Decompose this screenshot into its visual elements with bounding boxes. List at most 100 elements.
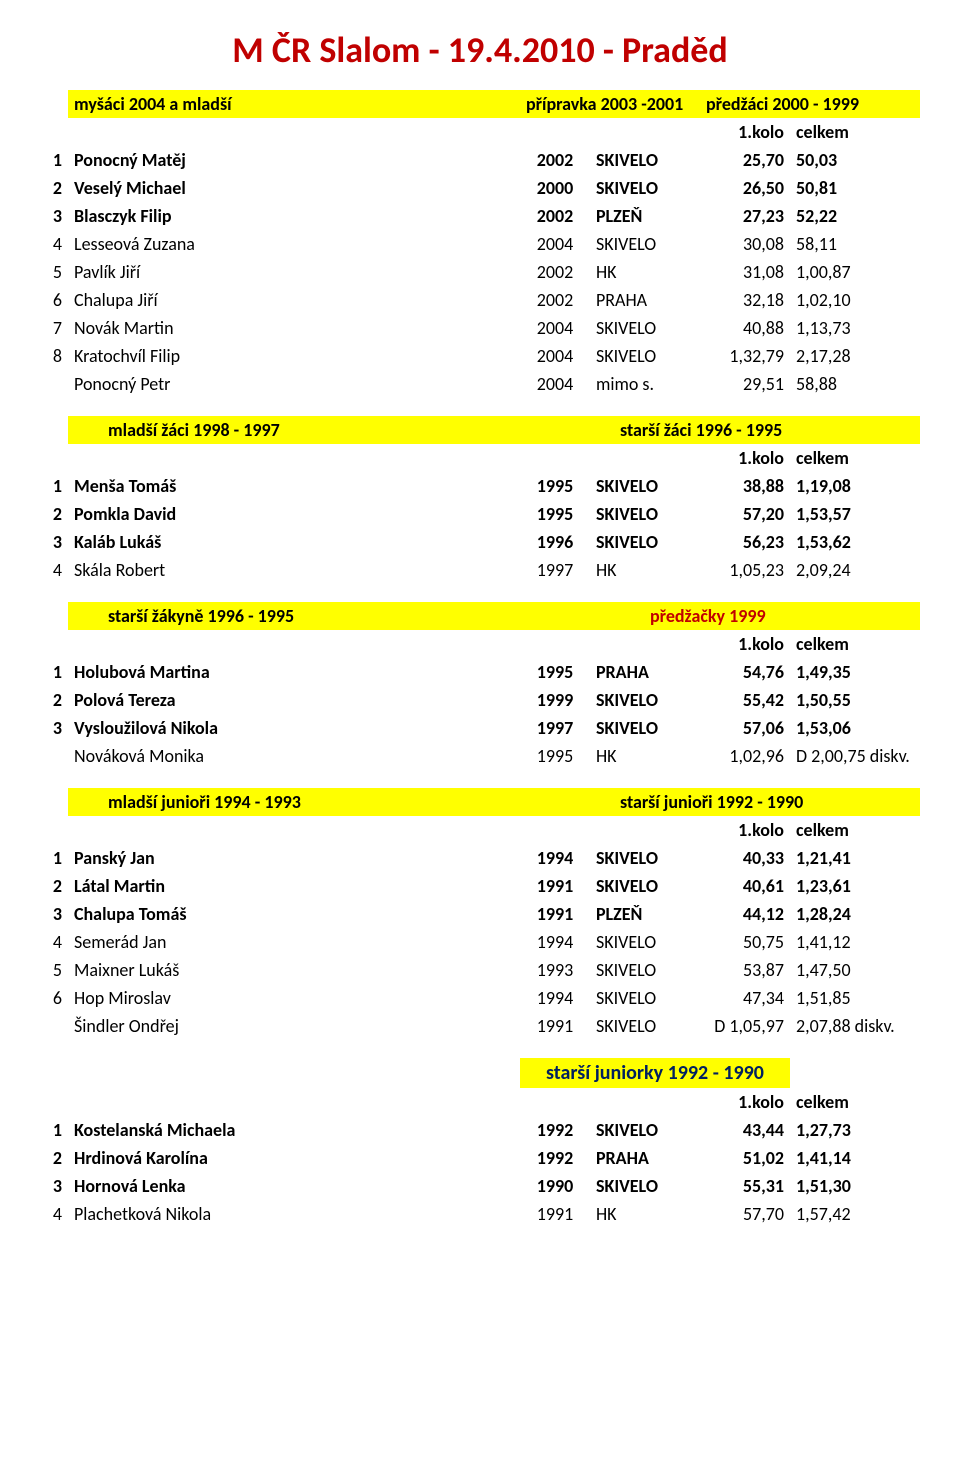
time1-cell: 38,88 [700, 472, 790, 500]
year-cell: 1995 [520, 500, 590, 528]
year-cell: 1992 [520, 1144, 590, 1172]
rank-cell: 7 [40, 314, 68, 342]
club-cell: SKIVELO [590, 1012, 700, 1040]
club-cell: PRAHA [590, 658, 700, 686]
table-row: 6Chalupa Jiří2002PRAHA32,181,02,10 [40, 286, 920, 314]
time1-cell: 30,08 [700, 230, 790, 258]
year-cell: 2002 [520, 146, 590, 174]
time1-cell: 44,12 [700, 900, 790, 928]
table-row: 4Lesseová Zuzana2004SKIVELO30,0858,11 [40, 230, 920, 258]
section-e-rows: 1Kostelanská Michaela1992SKIVELO43,441,2… [40, 1116, 920, 1228]
band-d-left: mladší junioři 1994 - 1993 [68, 788, 590, 816]
year-cell: 1995 [520, 742, 590, 770]
time1-cell: 54,76 [700, 658, 790, 686]
rank-cell: 4 [40, 1200, 68, 1228]
table-row: 1Kostelanská Michaela1992SKIVELO43,441,2… [40, 1116, 920, 1144]
time2-cell: 1,49,35 [790, 658, 920, 686]
name-cell: Blasczyk Filip [68, 202, 520, 230]
time2-cell: 1,28,24 [790, 900, 920, 928]
club-cell: SKIVELO [590, 230, 700, 258]
table-row: 5Maixner Lukáš1993SKIVELO53,871,47,50 [40, 956, 920, 984]
year-cell: 1994 [520, 844, 590, 872]
year-cell: 1991 [520, 900, 590, 928]
col-celkem: celkem [790, 118, 920, 146]
time2-cell: 2,09,24 [790, 556, 920, 584]
year-cell: 1991 [520, 1012, 590, 1040]
time1-cell: 1,05,23 [700, 556, 790, 584]
table-row: Nováková Monika1995HK1,02,96D 2,00,75 di… [40, 742, 920, 770]
rank-cell: 4 [40, 928, 68, 956]
year-cell: 2004 [520, 230, 590, 258]
rank-cell: 8 [40, 342, 68, 370]
rank-cell: 5 [40, 258, 68, 286]
band-a-left: myšáci 2004 a mladší [68, 90, 520, 118]
time1-cell: 50,75 [700, 928, 790, 956]
time1-cell: 56,23 [700, 528, 790, 556]
table-row: 6Hop Miroslav1994SKIVELO47,341,51,85 [40, 984, 920, 1012]
table-row: Ponocný Petr2004mimo s.29,5158,88 [40, 370, 920, 398]
rank-cell: 6 [40, 984, 68, 1012]
time1-cell: 40,61 [700, 872, 790, 900]
band-b-left: mladší žáci 1998 - 1997 [68, 416, 590, 444]
time1-cell: 27,23 [700, 202, 790, 230]
name-cell: Panský Jan [68, 844, 520, 872]
time1-cell: 43,44 [700, 1116, 790, 1144]
time2-cell: 1,51,85 [790, 984, 920, 1012]
name-cell: Kratochvíl Filip [68, 342, 520, 370]
name-cell: Kostelanská Michaela [68, 1116, 520, 1144]
time1-cell: 25,70 [700, 146, 790, 174]
band-c-left: starší žákyně 1996 - 1995 [68, 602, 590, 630]
table-row: 3Chalupa Tomáš1991PLZEŇ44,121,28,24 [40, 900, 920, 928]
time2-cell: 1,47,50 [790, 956, 920, 984]
club-cell: SKIVELO [590, 500, 700, 528]
club-cell: PLZEŇ [590, 900, 700, 928]
time1-cell: 51,02 [700, 1144, 790, 1172]
club-cell: SKIVELO [590, 1116, 700, 1144]
time2-cell: 1,23,61 [790, 872, 920, 900]
time1-cell: 55,42 [700, 686, 790, 714]
name-cell: Menša Tomáš [68, 472, 520, 500]
club-cell: SKIVELO [590, 844, 700, 872]
time2-cell: 1,50,55 [790, 686, 920, 714]
name-cell: Pomkla David [68, 500, 520, 528]
name-cell: Chalupa Jiří [68, 286, 520, 314]
time2-cell: 50,03 [790, 146, 920, 174]
band-c-right: předžačky 1999 [590, 602, 920, 630]
year-cell: 2004 [520, 314, 590, 342]
club-cell: mimo s. [590, 370, 700, 398]
name-cell: Chalupa Tomáš [68, 900, 520, 928]
table-row: 3Kaláb Lukáš1996SKIVELO56,231,53,62 [40, 528, 920, 556]
col-celkem: celkem [790, 444, 920, 472]
table-row: 2Pomkla David1995SKIVELO57,201,53,57 [40, 500, 920, 528]
time1-cell: 57,06 [700, 714, 790, 742]
name-cell: Novák Martin [68, 314, 520, 342]
club-cell: SKIVELO [590, 714, 700, 742]
time2-cell: 58,88 [790, 370, 920, 398]
year-cell: 1991 [520, 1200, 590, 1228]
name-cell: Kaláb Lukáš [68, 528, 520, 556]
time2-cell: 1,53,06 [790, 714, 920, 742]
table-row: Šindler Ondřej1991SKIVELOD 1,05,972,07,8… [40, 1012, 920, 1040]
name-cell: Skála Robert [68, 556, 520, 584]
time2-cell: 1,53,57 [790, 500, 920, 528]
year-cell: 1996 [520, 528, 590, 556]
time2-cell: 1,19,08 [790, 472, 920, 500]
year-cell: 2004 [520, 342, 590, 370]
rank-cell [40, 1012, 68, 1040]
club-cell: HK [590, 742, 700, 770]
results-table: myšáci 2004 a mladší přípravka 2003 -200… [40, 90, 920, 1228]
table-row: 1Holubová Martina1995PRAHA54,761,49,35 [40, 658, 920, 686]
rank-cell: 3 [40, 528, 68, 556]
name-cell: Ponocný Matěj [68, 146, 520, 174]
table-row: 1Panský Jan1994SKIVELO40,331,21,41 [40, 844, 920, 872]
club-cell: SKIVELO [590, 984, 700, 1012]
name-cell: Holubová Martina [68, 658, 520, 686]
time2-cell: 1,02,10 [790, 286, 920, 314]
band-b-right: starší žáci 1996 - 1995 [590, 416, 920, 444]
time1-cell: 29,51 [700, 370, 790, 398]
table-row: 3Blasczyk Filip2002PLZEŇ27,2352,22 [40, 202, 920, 230]
time2-cell: 1,53,62 [790, 528, 920, 556]
time1-cell: 47,34 [700, 984, 790, 1012]
club-cell: PLZEŇ [590, 202, 700, 230]
section-d-rows: 1Panský Jan1994SKIVELO40,331,21,412Látal… [40, 844, 920, 1040]
